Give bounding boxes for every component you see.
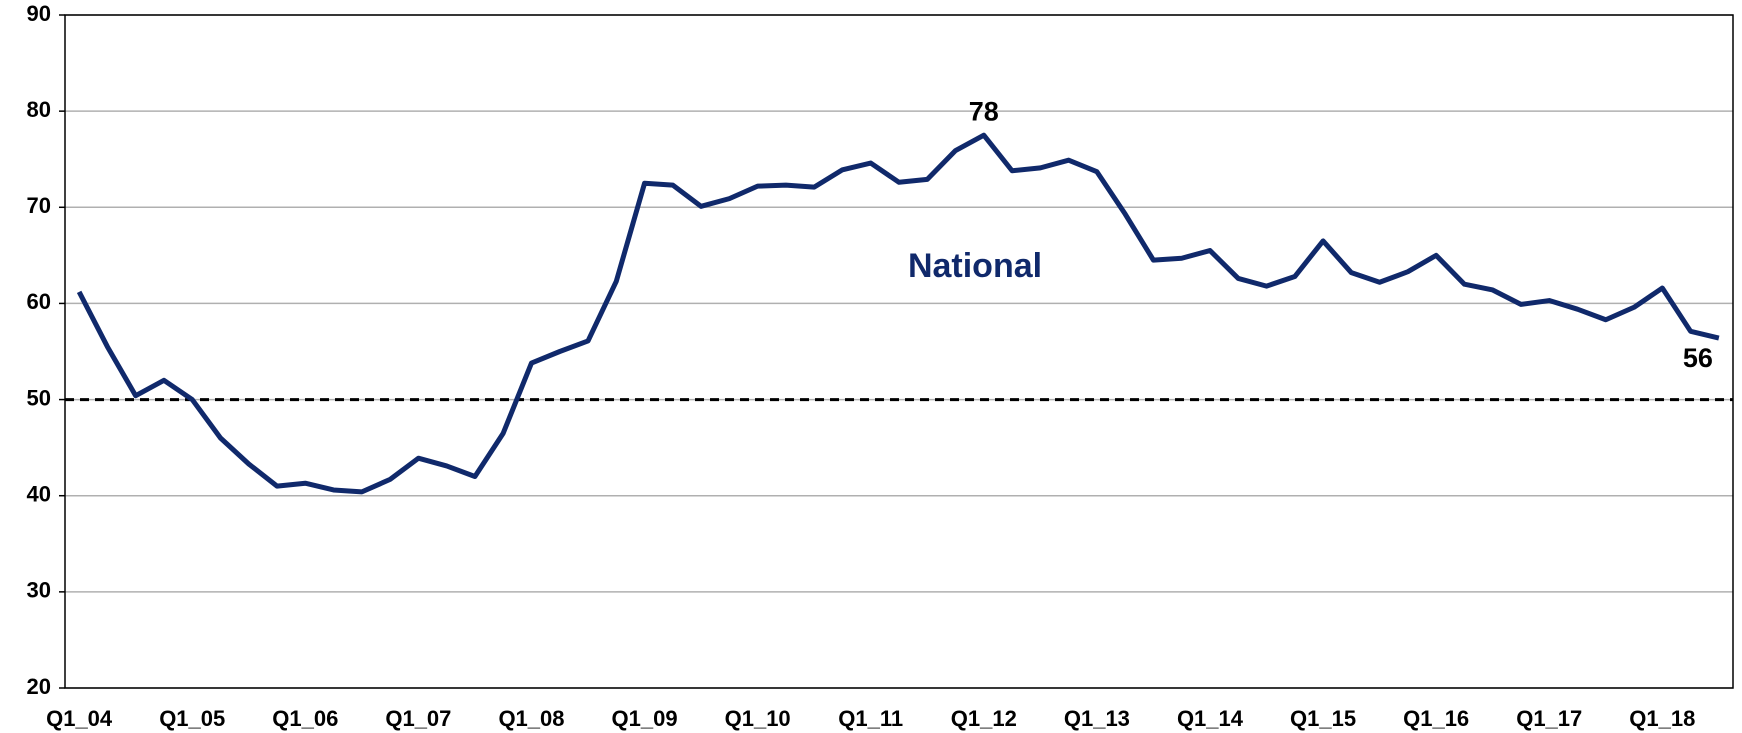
y-tick-label: 90	[27, 1, 51, 26]
x-tick-label: Q1_13	[1064, 706, 1130, 731]
data-label: 78	[969, 96, 999, 126]
y-tick-label: 40	[27, 482, 51, 507]
y-tick-label: 70	[27, 193, 51, 218]
x-tick-label: Q1_04	[46, 706, 113, 731]
y-tick-label: 20	[27, 674, 51, 699]
data-label: 56	[1683, 343, 1713, 373]
y-tick-label: 30	[27, 578, 51, 603]
x-tick-label: Q1_06	[272, 706, 338, 731]
series-line	[76, 132, 1720, 495]
x-tick-label: Q1_11	[838, 706, 903, 731]
x-tick-label: Q1_07	[385, 706, 451, 731]
x-tick-label: Q1_10	[725, 706, 791, 731]
series-label: National	[908, 247, 1042, 285]
y-tick-label: 50	[27, 385, 51, 410]
x-tick-label: Q1_16	[1403, 706, 1469, 731]
y-tick-label: 80	[27, 97, 51, 122]
y-tick-label: 60	[27, 289, 51, 314]
x-tick-label: Q1_09	[612, 706, 678, 731]
x-tick-label: Q1_14	[1177, 706, 1244, 731]
x-tick-label: Q1_17	[1516, 706, 1582, 731]
x-tick-label: Q1_05	[159, 706, 225, 731]
x-tick-label: Q1_12	[951, 706, 1017, 731]
x-tick-label: Q1_15	[1290, 706, 1356, 731]
x-tick-label: Q1_18	[1629, 706, 1695, 731]
x-tick-label: Q1_08	[498, 706, 564, 731]
plot-frame	[64, 14, 1734, 689]
